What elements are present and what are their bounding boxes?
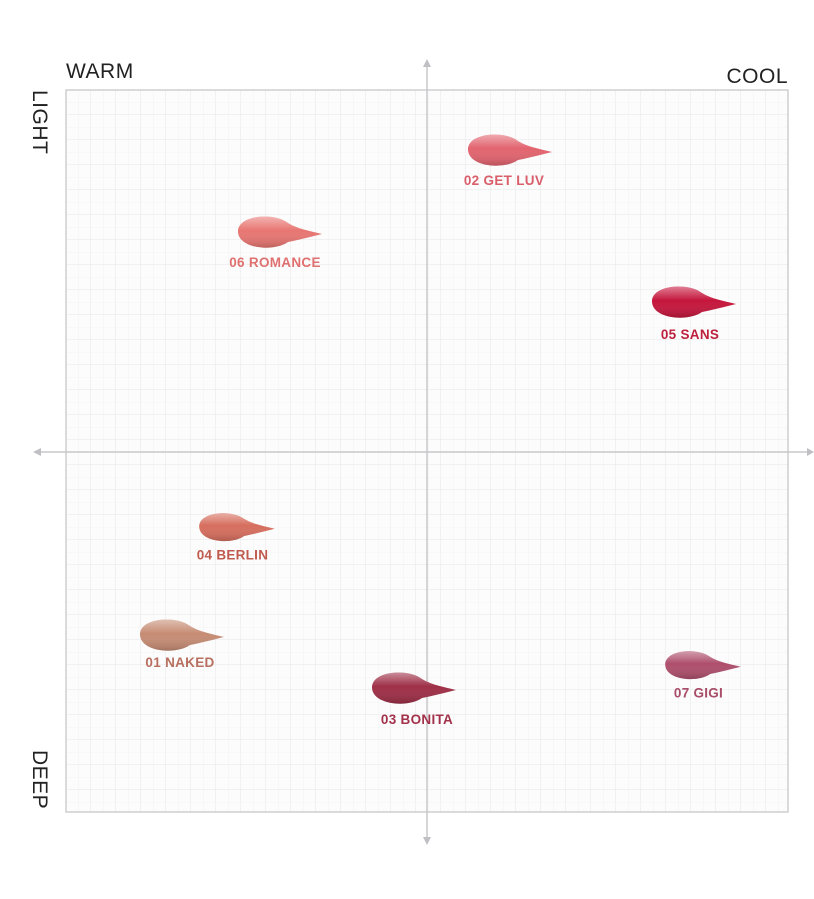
node-label: 02 GET LUV bbox=[464, 173, 544, 188]
axis-deep: DEEP bbox=[28, 750, 51, 809]
node-label: 05 SANS bbox=[661, 327, 719, 342]
node-label: 07 GIGI bbox=[674, 685, 723, 700]
axis-cool: COOL bbox=[726, 65, 788, 88]
swatch-node: 07 GIGI bbox=[665, 651, 741, 700]
swatch-node: 01 NAKED bbox=[139, 619, 225, 670]
axis-light: LIGHT bbox=[28, 90, 51, 154]
node-label: 04 BERLIN bbox=[197, 547, 268, 562]
node-label: 06 ROMANCE bbox=[229, 255, 321, 270]
node-label: 03 BONITA bbox=[381, 712, 453, 727]
swatch-node: 02 GET LUV bbox=[464, 134, 552, 188]
swatch-node: 04 BERLIN bbox=[197, 513, 275, 562]
node-label: 01 NAKED bbox=[145, 655, 214, 670]
swatch-node: 05 SANS bbox=[651, 286, 736, 342]
axis-warm: WARM bbox=[66, 60, 134, 83]
swatch-node: 06 ROMANCE bbox=[229, 216, 322, 270]
swatch-node: 03 BONITA bbox=[371, 672, 456, 727]
